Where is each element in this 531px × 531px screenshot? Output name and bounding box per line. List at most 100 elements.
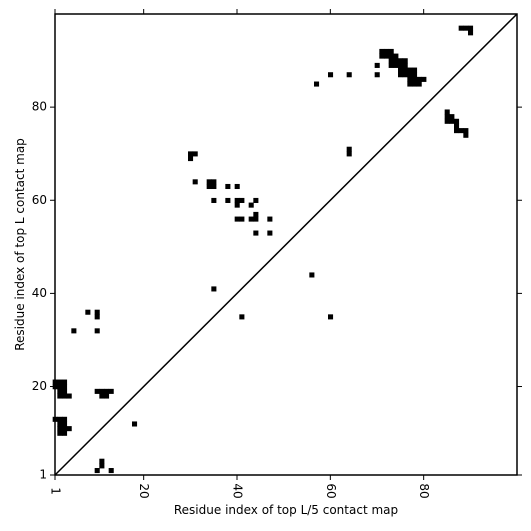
contact-cell	[211, 179, 217, 185]
contact-cell	[412, 67, 418, 73]
contact-cell	[211, 183, 217, 190]
contact-cell	[66, 393, 72, 399]
contact-cell	[388, 53, 394, 59]
contact-cell	[99, 388, 105, 394]
contact-cell	[57, 384, 63, 390]
contact-cell	[328, 72, 334, 78]
contact-cell	[388, 62, 394, 68]
contact-cell	[468, 30, 474, 36]
plot-frame	[54, 13, 518, 476]
contact-cell	[62, 388, 68, 394]
contact-cell	[449, 118, 455, 124]
contact-cell	[225, 183, 231, 190]
contact-cell	[393, 62, 399, 68]
contact-cell	[468, 25, 474, 31]
contact-cell	[206, 179, 212, 185]
contact-cell	[379, 53, 385, 59]
contact-cell	[248, 202, 254, 208]
contact-cell	[416, 81, 422, 87]
y-tick-label: 20	[32, 379, 47, 393]
contact-cell	[62, 379, 68, 385]
y-tick-label: 80	[32, 100, 47, 114]
x-tick-label: 1	[49, 487, 63, 495]
contact-cell	[132, 421, 138, 427]
contact-cell	[71, 328, 77, 334]
contact-cell	[62, 426, 68, 432]
contact-cell	[57, 416, 63, 422]
contact-cell	[57, 393, 63, 399]
contact-cell	[388, 58, 394, 64]
contact-cell	[94, 388, 100, 394]
contact-cell	[188, 151, 194, 157]
contact-cell	[309, 272, 315, 278]
x-tick-label: 60	[324, 483, 338, 498]
contact-cell	[384, 48, 390, 54]
contact-cell	[463, 128, 469, 134]
contact-cell	[66, 426, 72, 432]
contact-cell	[192, 151, 198, 157]
y-tick-label: 40	[32, 286, 47, 300]
contact-cell	[62, 384, 68, 390]
contact-cell	[234, 197, 240, 203]
contact-cell	[57, 421, 63, 427]
y-axis-label: Residue index of top L contact map	[13, 138, 27, 351]
contact-cell	[206, 183, 212, 190]
contact-cell	[253, 216, 259, 222]
contact-cell	[225, 197, 231, 203]
contact-cell	[239, 314, 245, 320]
contact-cell	[62, 416, 68, 422]
tick-labels: 1 20 40 60 80 1 20 40 60 80	[32, 100, 431, 499]
contact-cells	[52, 25, 474, 474]
contact-cell	[412, 81, 418, 87]
x-tick-label: 40	[231, 483, 245, 498]
contact-cell	[398, 67, 404, 73]
contact-cell	[374, 72, 380, 78]
contact-cell	[416, 76, 422, 82]
contact-cell	[384, 53, 390, 59]
contact-cell	[267, 216, 273, 222]
contact-cell	[407, 81, 413, 87]
contact-cell	[402, 62, 408, 68]
contact-cell	[402, 67, 408, 73]
contact-cell	[454, 118, 460, 124]
contact-cell	[104, 393, 110, 399]
contact-cell	[57, 430, 63, 436]
contact-cell	[94, 314, 100, 320]
contact-cell	[57, 388, 63, 394]
contact-cell	[402, 58, 408, 64]
contact-cell	[85, 309, 91, 315]
contact-cell	[412, 72, 418, 78]
y-tick-label: 1	[39, 468, 47, 482]
contact-cell	[192, 179, 198, 185]
contact-cell	[253, 211, 259, 217]
contact-cell	[458, 128, 464, 134]
contact-cell	[62, 393, 68, 399]
contact-cell	[239, 197, 245, 203]
contact-cell	[346, 146, 352, 152]
contact-cell	[421, 76, 427, 82]
contact-cell	[99, 463, 105, 469]
contact-cell	[234, 216, 240, 222]
contact-cell	[108, 388, 114, 394]
contact-cell	[379, 48, 385, 54]
contact-cell	[454, 128, 460, 134]
diagonal-line	[54, 13, 518, 476]
x-tick-label: 80	[417, 483, 431, 498]
contact-cell	[234, 183, 240, 190]
contact-cell	[253, 197, 259, 203]
contact-cell	[458, 25, 464, 31]
contact-cell	[328, 314, 334, 320]
contact-cell	[314, 81, 320, 87]
contact-cell	[104, 388, 110, 394]
x-axis-label: Residue index of top L/5 contact map	[174, 503, 398, 517]
contact-cell	[407, 67, 413, 73]
contact-cell	[62, 421, 68, 427]
contact-cell	[188, 156, 194, 162]
contact-cell	[374, 62, 380, 68]
contact-cell	[444, 109, 450, 115]
contact-cell	[463, 132, 469, 138]
contact-cell	[454, 123, 460, 129]
contact-cell	[398, 62, 404, 68]
contact-cell	[346, 72, 352, 78]
